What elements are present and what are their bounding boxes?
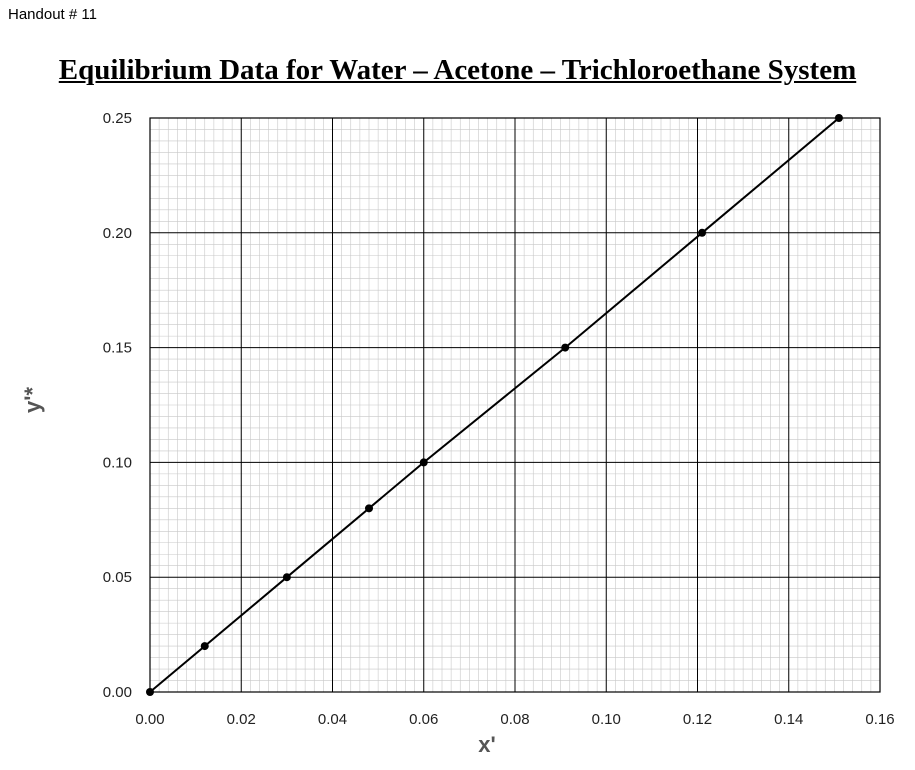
x-tick-label: 0.14 [774,711,803,728]
x-axis-label: x' [478,732,495,757]
x-tick-label: 0.04 [318,711,347,728]
data-point [698,228,707,237]
data-point [146,688,154,696]
handout-label: Handout # 11 [8,6,97,23]
data-point [200,642,209,651]
y-tick-label: 0.00 [103,684,132,701]
y-tick-label: 0.20 [103,225,132,242]
x-tick-label: 0.00 [135,711,164,728]
plot-frame [149,117,881,693]
data-point [365,504,373,513]
series-points [146,114,843,696]
x-tick-label: 0.02 [227,711,256,728]
x-tick-label: 0.16 [865,711,894,728]
y-tick-labels: 0.00 0.05 0.10 0.15 0.20 0.25 [103,110,132,701]
data-point [834,114,843,122]
data-point [282,573,291,582]
y-tick-label: 0.10 [103,454,132,471]
y-axis-label: y'* [20,387,45,413]
y-tick-label: 0.15 [103,340,132,357]
data-point [419,458,428,467]
x-tick-label: 0.12 [683,711,712,728]
x-tick-labels: 0.00 0.02 0.04 0.06 0.08 0.10 0.12 0.14 0.16 [135,711,894,728]
x-tick-label: 0.10 [592,711,621,728]
series-line [149,117,840,693]
chart-title: Equilibrium Data for Water – Acetone – T… [58,54,857,86]
x-tick-label: 0.06 [409,711,438,728]
x-tick-label: 0.08 [500,711,529,728]
y-tick-label: 0.25 [103,110,132,127]
y-tick-label: 0.05 [103,569,132,586]
data-point [561,343,570,352]
